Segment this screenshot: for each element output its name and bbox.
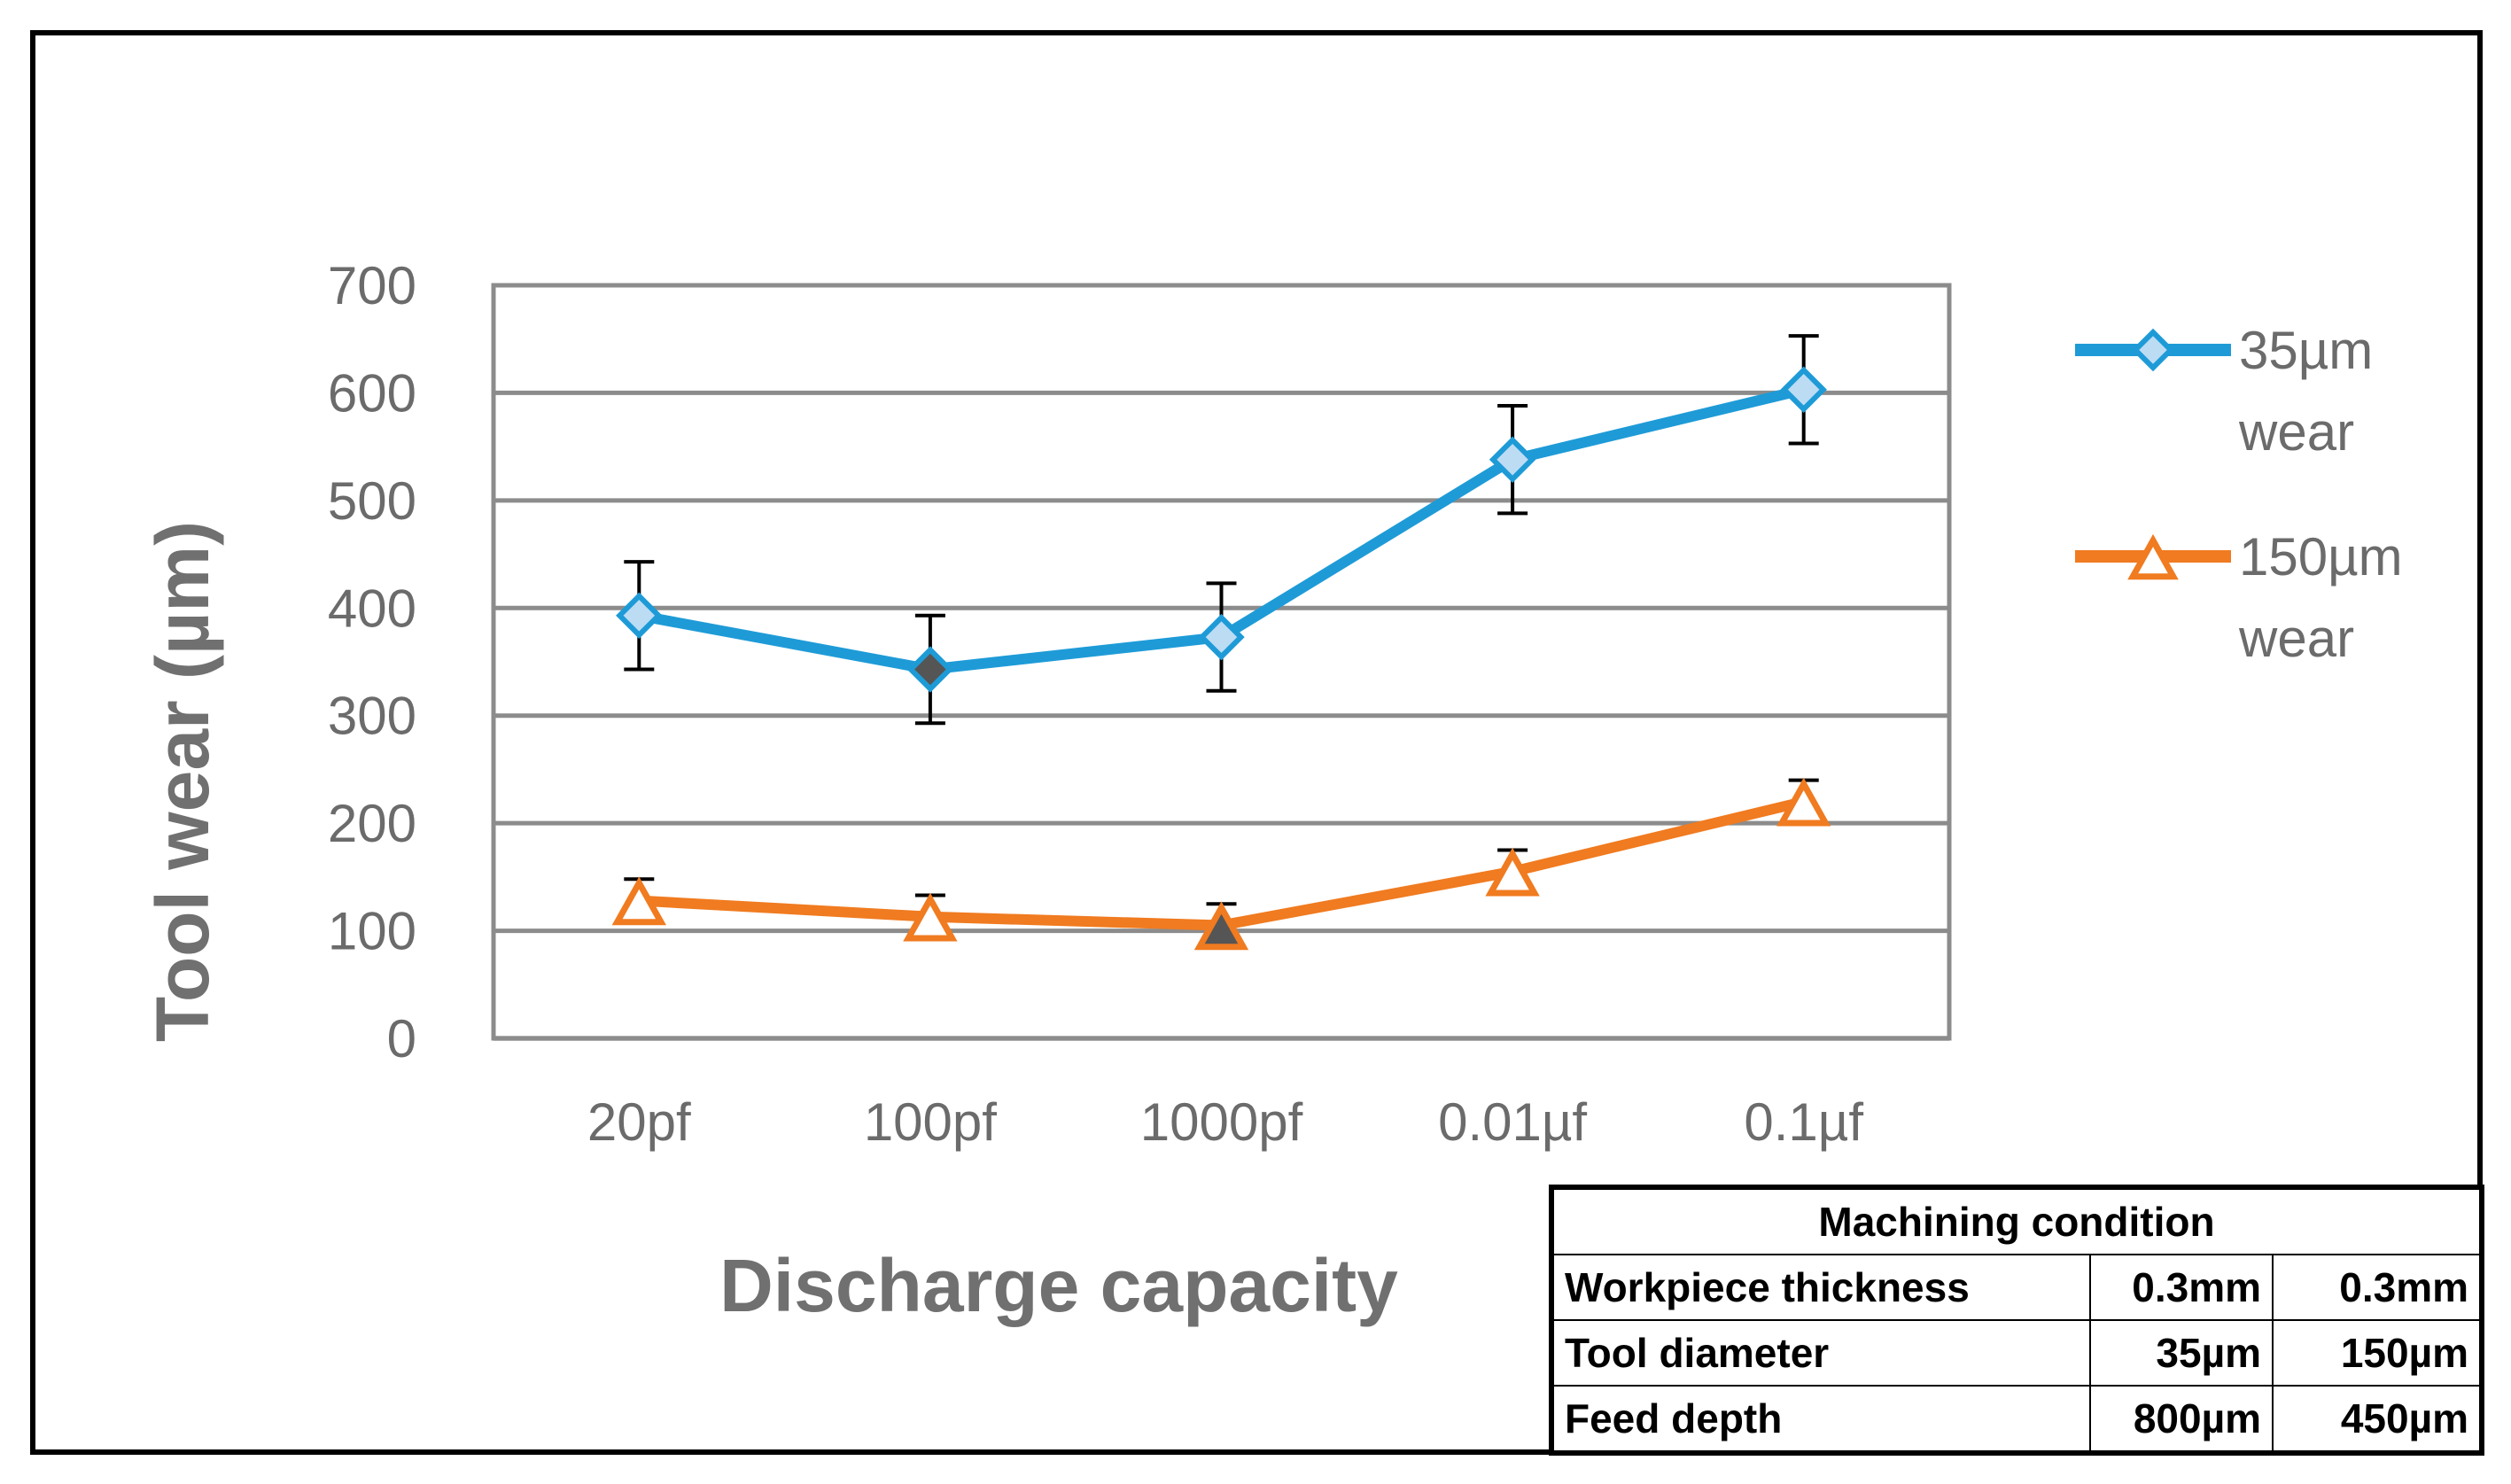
- x-tick-label: 20pf: [587, 1092, 691, 1152]
- series-diamond: [616, 334, 1827, 726]
- data-point: [1780, 366, 1827, 414]
- legend-marker: [2131, 328, 2175, 372]
- y-tick-label: 100: [328, 902, 416, 961]
- y-axis-title: Tool wear (µm): [141, 521, 224, 1042]
- table-header-row: Machining condition: [1551, 1186, 2483, 1255]
- data-point: [1485, 847, 1540, 897]
- table-title: Machining condition: [1551, 1186, 2483, 1255]
- x-tick-label: 100pf: [864, 1092, 997, 1152]
- data-point: [616, 592, 663, 640]
- y-tick-label: 700: [328, 256, 416, 315]
- legend-marker: [2127, 533, 2179, 580]
- row-value-150: 0.3mm: [2272, 1254, 2483, 1321]
- table-row: Workpiece thickness 0.3mm 0.3mm: [1551, 1254, 2483, 1321]
- legend: 35µm wear 150µm wear: [2075, 321, 2403, 668]
- row-value-35: 0.3mm: [2089, 1254, 2274, 1321]
- row-value-150: 450µm: [2272, 1385, 2483, 1454]
- row-value-35: 35µm: [2089, 1319, 2274, 1387]
- y-tick-label: 600: [328, 363, 416, 423]
- data-point: [611, 876, 666, 926]
- row-label: Workpiece thickness: [1551, 1254, 2091, 1321]
- y-tick-label: 500: [328, 471, 416, 531]
- y-tick-label: 400: [328, 579, 416, 638]
- data-point: [906, 646, 954, 693]
- x-tick-label: 0.1µf: [1744, 1092, 1863, 1152]
- x-axis-title: Discharge capacity: [719, 1244, 1398, 1327]
- y-tick-labels: 0 100 200 300 400 500 600 700: [328, 256, 416, 1068]
- series-group: [611, 334, 1831, 951]
- machining-condition-table: Machining condition Workpiece thickness …: [1549, 1185, 2484, 1456]
- y-tick-label: 0: [387, 1009, 416, 1068]
- row-value-35: 800µm: [2089, 1385, 2274, 1454]
- data-point: [1193, 901, 1249, 951]
- x-tick-labels: 20pf 100pf 1000pf 0.01µf 0.1µf: [587, 1092, 1863, 1152]
- data-point: [903, 892, 958, 942]
- row-label: Feed depth: [1551, 1385, 2091, 1454]
- table-row: Tool diameter 35µm 150µm: [1551, 1319, 2483, 1387]
- data-point: [1776, 777, 1831, 827]
- legend-label: 35µm: [2239, 321, 2373, 380]
- y-tick-label: 200: [328, 794, 416, 853]
- row-value-150: 150µm: [2272, 1319, 2483, 1387]
- legend-label: wear: [2238, 609, 2354, 668]
- legend-item: 150µm wear: [2075, 527, 2403, 668]
- x-tick-label: 1000pf: [1140, 1092, 1303, 1152]
- legend-item: 35µm wear: [2075, 321, 2373, 462]
- data-point: [1198, 613, 1245, 661]
- data-point: [1489, 436, 1536, 483]
- table-row: Feed depth 800µm 450µm: [1551, 1385, 2483, 1454]
- row-label: Tool diameter: [1551, 1319, 2091, 1387]
- x-tick-label: 0.01µf: [1438, 1092, 1587, 1152]
- legend-label: wear: [2238, 402, 2354, 462]
- series-triangle: [611, 777, 1831, 951]
- y-tick-label: 300: [328, 687, 416, 746]
- plot-area-border: [491, 283, 1952, 1041]
- legend-label: 150µm: [2239, 527, 2403, 587]
